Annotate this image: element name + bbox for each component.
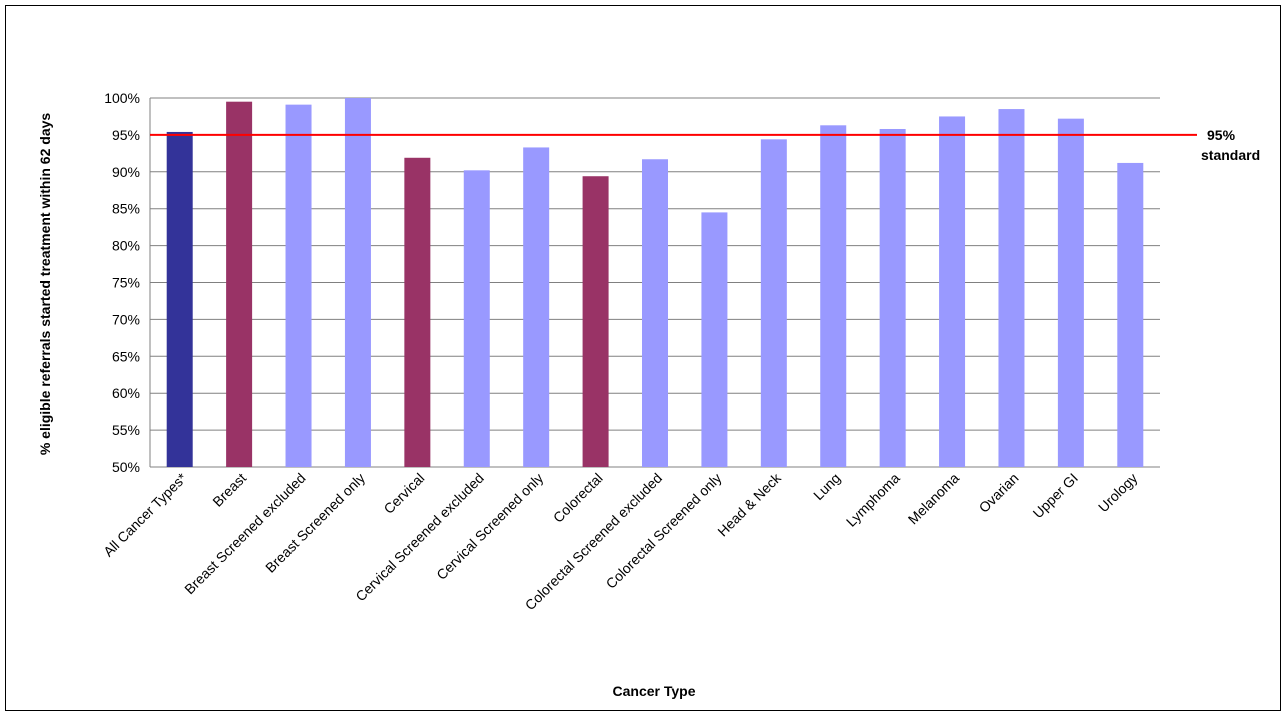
bar bbox=[523, 147, 549, 467]
x-category-label: Head & Neck bbox=[714, 469, 784, 539]
bar bbox=[939, 116, 965, 467]
x-category-label: Urology bbox=[1095, 470, 1140, 515]
y-tick-label: 70% bbox=[112, 311, 140, 327]
x-category-label: Breast Screened excluded bbox=[181, 470, 308, 597]
reference-line-label: 95% bbox=[1207, 127, 1236, 143]
x-category-label: Colorectal bbox=[550, 470, 606, 526]
y-tick-labels: 50% 55% 60% 65% 70% 75% 80% 85% 90% 95% 100% bbox=[104, 90, 140, 475]
x-category-label: Colorectal Screened only bbox=[603, 470, 725, 592]
x-category-label: Ovarian bbox=[976, 470, 1022, 516]
y-tick-label: 90% bbox=[112, 164, 140, 180]
bar bbox=[701, 212, 727, 467]
bar bbox=[820, 125, 846, 467]
bar bbox=[761, 139, 787, 467]
bar bbox=[464, 170, 490, 467]
bar bbox=[404, 158, 430, 467]
x-axis-title: Cancer Type bbox=[613, 683, 696, 699]
y-tick-label: 80% bbox=[112, 238, 140, 254]
x-category-label: Cervical bbox=[380, 470, 427, 517]
y-tick-label: 65% bbox=[112, 348, 140, 364]
bar bbox=[1058, 119, 1084, 467]
x-category-label: Lung bbox=[810, 470, 843, 503]
x-category-label: Melanoma bbox=[905, 470, 963, 528]
x-category-label: Cervical Screened only bbox=[433, 470, 546, 583]
bar bbox=[998, 109, 1024, 467]
y-tick-label: 85% bbox=[112, 201, 140, 217]
x-category-label: Lymphoma bbox=[843, 470, 903, 530]
reference-line-label-2: standard bbox=[1201, 147, 1260, 163]
x-category-label: All Cancer Types* bbox=[100, 469, 190, 559]
bar bbox=[1117, 163, 1143, 467]
bar bbox=[167, 132, 193, 467]
y-tick-label: 60% bbox=[112, 385, 140, 401]
bar bbox=[642, 159, 668, 467]
bar bbox=[880, 129, 906, 467]
y-tick-label: 55% bbox=[112, 422, 140, 438]
x-category-label: Breast Screened only bbox=[262, 470, 368, 576]
y-tick-label: 50% bbox=[112, 459, 140, 475]
y-tick-label: 95% bbox=[112, 127, 140, 143]
bar bbox=[583, 176, 609, 467]
x-category-label: Breast bbox=[209, 470, 249, 510]
y-tick-label: 100% bbox=[104, 90, 140, 106]
x-category-label: Upper GI bbox=[1030, 470, 1081, 521]
bar bbox=[226, 102, 252, 467]
bar bbox=[286, 105, 312, 467]
y-axis-title: % eligible referrals started treatment w… bbox=[37, 113, 53, 456]
bar bbox=[345, 98, 371, 467]
y-tick-label: 75% bbox=[112, 275, 140, 291]
